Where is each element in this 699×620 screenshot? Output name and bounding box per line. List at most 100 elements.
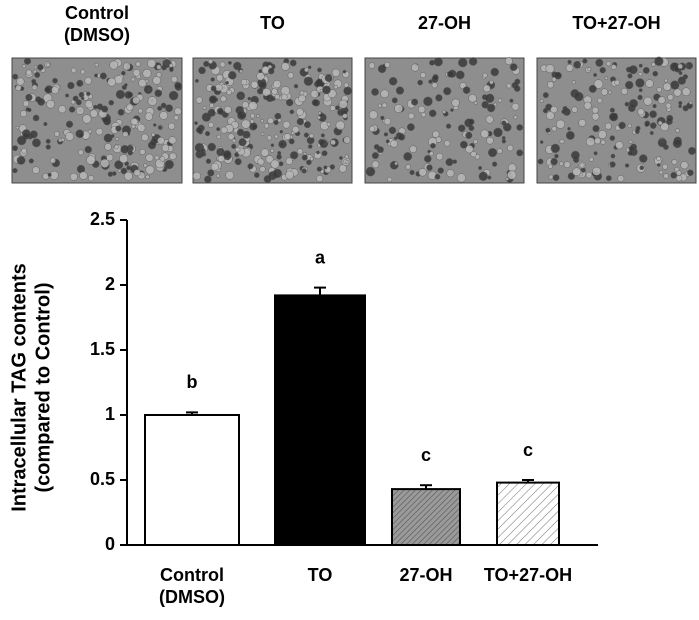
cell bbox=[371, 160, 380, 169]
cell bbox=[417, 79, 423, 86]
cell bbox=[604, 122, 612, 130]
cell bbox=[561, 109, 566, 114]
cell bbox=[130, 117, 138, 126]
cell bbox=[516, 149, 524, 157]
cell bbox=[592, 166, 602, 176]
cell bbox=[205, 158, 212, 164]
cell bbox=[678, 104, 682, 109]
cell bbox=[80, 69, 86, 75]
cell bbox=[70, 67, 77, 74]
cell bbox=[571, 150, 580, 160]
cell bbox=[319, 139, 329, 149]
cell bbox=[117, 168, 122, 173]
cell bbox=[208, 121, 214, 128]
cell bbox=[478, 166, 483, 171]
cell bbox=[34, 71, 41, 78]
cell bbox=[127, 150, 133, 156]
cell bbox=[132, 69, 141, 77]
cell bbox=[629, 99, 638, 109]
image-label: TO+27-OH bbox=[572, 13, 661, 33]
cell bbox=[487, 175, 492, 180]
cell bbox=[539, 140, 544, 144]
cell bbox=[78, 91, 85, 98]
cell bbox=[249, 119, 255, 124]
cell bbox=[203, 60, 210, 68]
cell bbox=[605, 61, 612, 67]
cell bbox=[322, 85, 331, 95]
cell bbox=[133, 169, 141, 177]
cell bbox=[567, 172, 576, 180]
cell bbox=[145, 165, 155, 175]
cell bbox=[289, 151, 299, 160]
cell bbox=[371, 88, 379, 96]
cell bbox=[120, 145, 129, 154]
cell bbox=[169, 67, 174, 72]
cell bbox=[637, 94, 643, 101]
cell bbox=[132, 96, 140, 105]
cell bbox=[84, 145, 92, 154]
cell bbox=[226, 89, 232, 96]
cell bbox=[266, 94, 274, 103]
micrograph bbox=[364, 57, 525, 184]
cell bbox=[174, 81, 182, 90]
cell bbox=[121, 70, 126, 76]
cell bbox=[639, 154, 648, 163]
cell bbox=[316, 166, 322, 172]
cell bbox=[638, 72, 643, 77]
cell bbox=[644, 120, 651, 127]
cell bbox=[637, 108, 645, 116]
cell bbox=[266, 135, 272, 141]
cell bbox=[380, 115, 385, 121]
cell bbox=[306, 159, 312, 166]
cell bbox=[151, 132, 156, 137]
cell bbox=[43, 122, 48, 127]
cell bbox=[595, 58, 604, 67]
cell bbox=[223, 150, 232, 159]
cell bbox=[551, 126, 557, 132]
cell bbox=[225, 170, 235, 180]
cell bbox=[516, 124, 524, 131]
cell bbox=[343, 136, 351, 144]
cell bbox=[583, 101, 592, 110]
cell bbox=[687, 169, 694, 177]
cell bbox=[82, 114, 92, 124]
cell bbox=[145, 153, 154, 162]
cell bbox=[303, 121, 311, 129]
cell bbox=[657, 120, 663, 126]
cell bbox=[685, 61, 694, 70]
cell bbox=[60, 137, 65, 142]
cell bbox=[68, 106, 76, 113]
cell bbox=[195, 126, 203, 134]
cell bbox=[31, 84, 38, 91]
cell bbox=[65, 132, 75, 141]
cell bbox=[45, 138, 51, 144]
cell bbox=[241, 119, 251, 129]
cell bbox=[381, 102, 388, 108]
cell bbox=[624, 101, 630, 107]
cell bbox=[145, 174, 150, 180]
cell bbox=[506, 144, 514, 152]
significance-letter: c bbox=[421, 445, 431, 465]
cell bbox=[678, 100, 683, 106]
cell bbox=[307, 65, 312, 70]
cell bbox=[15, 125, 20, 130]
cell bbox=[248, 101, 258, 111]
cell bbox=[109, 60, 119, 70]
cell bbox=[107, 171, 114, 177]
cell bbox=[651, 62, 656, 67]
cell bbox=[168, 122, 176, 130]
cell bbox=[624, 163, 630, 168]
cell bbox=[44, 86, 51, 93]
cell bbox=[634, 129, 640, 134]
cell bbox=[240, 78, 248, 86]
significance-letter: c bbox=[523, 440, 533, 460]
cell bbox=[426, 164, 433, 171]
cell bbox=[139, 148, 146, 155]
cell bbox=[670, 80, 680, 90]
cell bbox=[272, 79, 282, 89]
cell bbox=[585, 137, 596, 147]
cell bbox=[310, 89, 319, 99]
cell bbox=[99, 72, 107, 80]
cell bbox=[215, 83, 223, 92]
cell bbox=[578, 118, 587, 127]
